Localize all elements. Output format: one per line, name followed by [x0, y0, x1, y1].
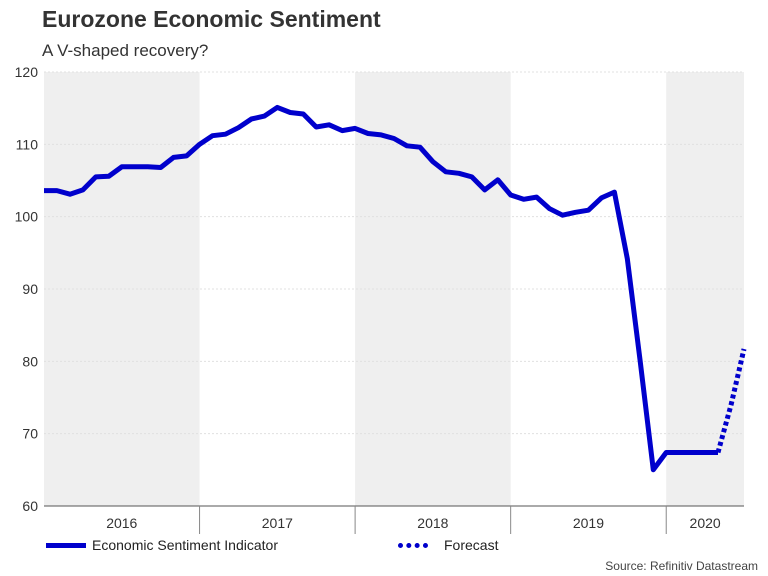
- legend-label-forecast: Forecast: [444, 537, 499, 553]
- x-tick-label-2018: 2018: [417, 515, 448, 531]
- y-tick-label-70: 70: [22, 426, 38, 442]
- y-tick-label-80: 80: [22, 353, 38, 369]
- series-line-forecast: [715, 348, 747, 454]
- y-tick-label-90: 90: [22, 281, 38, 297]
- y-tick-label-110: 110: [16, 136, 39, 152]
- legend-swatch-solid: [46, 542, 86, 548]
- y-tick-label-60: 60: [22, 498, 38, 514]
- chart-title: Eurozone Economic Sentiment: [42, 6, 381, 32]
- x-tick-label-2019: 2019: [573, 515, 604, 531]
- x-tick-label-2020: 2020: [690, 515, 721, 531]
- legend-item-forecast: Forecast: [398, 537, 498, 553]
- chart-subtitle: A V-shaped recovery?: [42, 41, 209, 60]
- source-note: Source: Refinitiv Datastream: [605, 559, 758, 573]
- legend-item-indicator: Economic Sentiment Indicator: [46, 537, 278, 553]
- series-line-indicator: [44, 104, 718, 473]
- x-tick-label-2017: 2017: [262, 515, 293, 531]
- y-tick-label-120: 120: [15, 64, 39, 80]
- x-tick-label-2016: 2016: [106, 515, 137, 531]
- y-tick-label-100: 100: [15, 209, 39, 225]
- legend-swatch-dotted: [398, 542, 428, 548]
- legend-label-indicator: Economic Sentiment Indicator: [92, 537, 278, 553]
